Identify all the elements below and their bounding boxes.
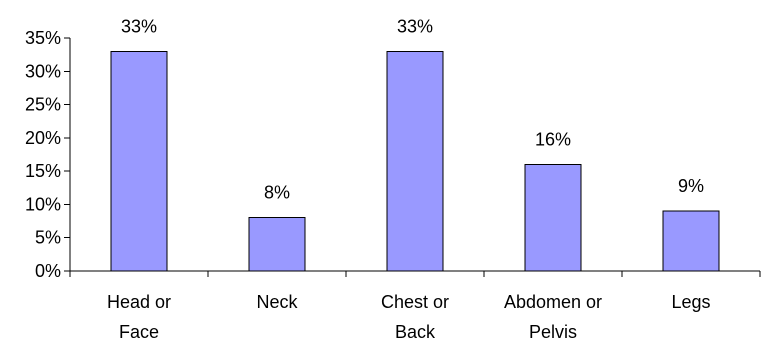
- bar: [386, 50, 444, 272]
- category-label-line: Abdomen or: [504, 292, 602, 312]
- y-tick-label: 25%: [25, 95, 61, 115]
- data-label: 33%: [397, 16, 433, 36]
- y-axis: 0% 5% 10% 15% 20% 25% 30% 35%: [25, 28, 71, 281]
- bar: [524, 163, 582, 272]
- category-label: Neck: [256, 292, 298, 312]
- category-label-line: Pelvis: [529, 322, 577, 342]
- y-tick-label: 15%: [25, 161, 61, 181]
- category-label: Legs: [671, 292, 710, 312]
- data-label: 33%: [121, 16, 157, 36]
- y-tick-label: 5%: [35, 228, 61, 248]
- bar: [110, 50, 168, 272]
- category-label-line: Neck: [256, 292, 298, 312]
- bar: [248, 217, 306, 272]
- category-label-line: Back: [395, 322, 436, 342]
- category-label-line: Head or: [107, 292, 171, 312]
- y-tick-label: 20%: [25, 128, 61, 148]
- y-tick-label: 10%: [25, 194, 61, 214]
- x-axis: Head or Face Neck Chest or Back Abdomen or Pel…: [69, 270, 761, 342]
- category-label-line: Legs: [671, 292, 710, 312]
- category-label-line: Chest or: [381, 292, 449, 312]
- y-tick-label: 35%: [25, 28, 61, 48]
- bar: [662, 210, 720, 272]
- category-label: Chest or Back: [381, 292, 449, 342]
- bars: 33% 8% 33% 16% 9%: [110, 16, 720, 272]
- data-label: 8%: [264, 183, 290, 203]
- category-label-line: Face: [119, 322, 159, 342]
- y-tick-label: 0%: [35, 261, 61, 281]
- category-label: Abdomen or Pelvis: [504, 292, 602, 342]
- category-label: Head or Face: [107, 292, 171, 342]
- data-label: 9%: [678, 176, 704, 196]
- data-label: 16%: [535, 129, 571, 149]
- y-tick-label: 30%: [25, 61, 61, 81]
